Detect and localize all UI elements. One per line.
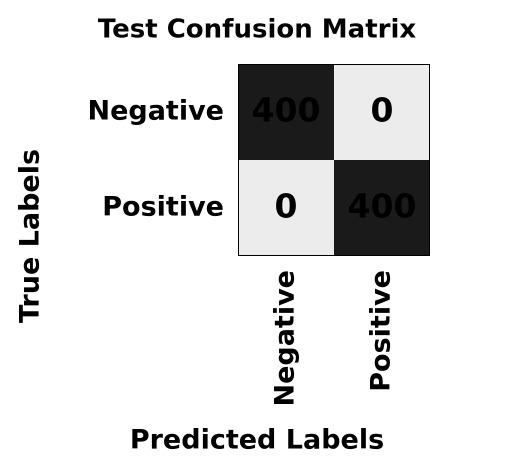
row-tick-labels: Negative Positive xyxy=(87,96,224,223)
matrix-cell-value: 0 xyxy=(275,187,298,226)
matrix-cell-value: 400 xyxy=(348,187,417,226)
column-tick-label: Positive xyxy=(366,270,397,392)
column-tick-label: Negative xyxy=(270,270,301,407)
y-axis-label: True Labels xyxy=(15,149,46,323)
matrix-cell-value: 0 xyxy=(371,91,394,130)
row-tick-label: Negative xyxy=(87,96,224,127)
matrix-cell-value: 400 xyxy=(252,91,321,130)
row-tick-label: Positive xyxy=(102,192,224,223)
x-axis-label: Predicted Labels xyxy=(130,425,384,456)
chart-title: Test Confusion Matrix xyxy=(98,15,417,45)
column-tick-labels: Negative Positive xyxy=(270,270,397,407)
